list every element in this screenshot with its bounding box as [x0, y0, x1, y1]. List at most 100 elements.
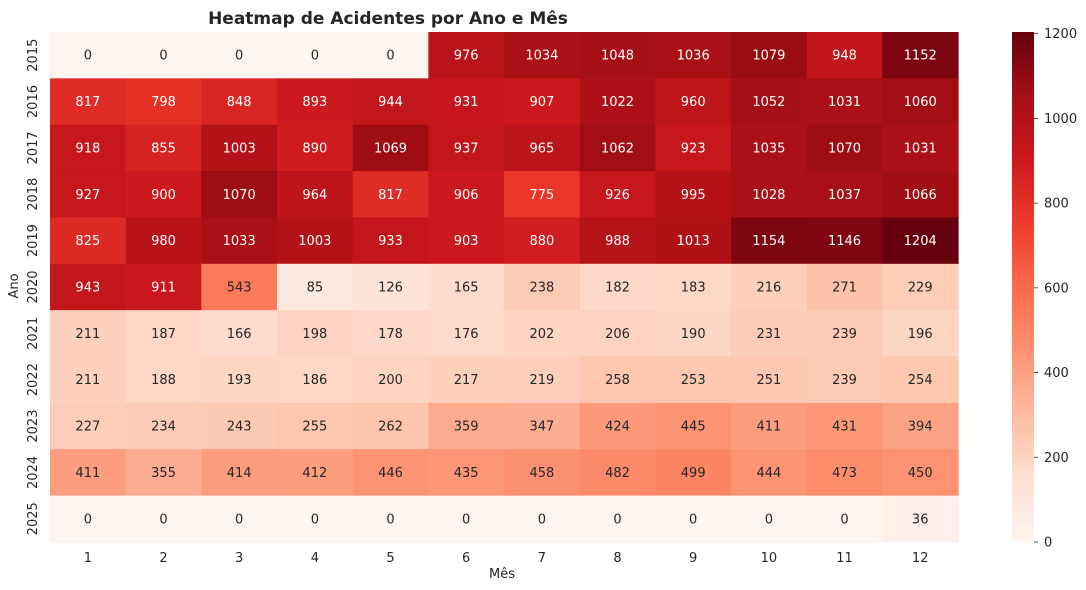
x-tick-label: 5	[386, 551, 394, 566]
heatmap-cell	[277, 495, 354, 543]
cell-value-label: 196	[908, 327, 933, 342]
heatmap-cell	[277, 356, 354, 404]
heatmap-cell	[50, 171, 127, 219]
cell-value-label: 36	[912, 512, 929, 527]
heatmap-cell	[352, 402, 429, 450]
heatmap-cell	[428, 217, 505, 265]
heatmap-cell	[806, 124, 883, 172]
y-tick-label: 2017	[26, 131, 41, 164]
heatmap-cell	[882, 217, 959, 265]
cell-value-label: 262	[378, 420, 403, 435]
cell-value-label: 825	[75, 234, 100, 249]
cell-value-label: 1060	[904, 95, 937, 110]
cell-value-label: 271	[832, 280, 857, 295]
y-tick-label: 2020	[26, 270, 41, 303]
cell-value-label: 414	[227, 466, 252, 481]
heatmap-cell	[428, 310, 505, 358]
y-axis-label: Ano	[7, 273, 22, 298]
heatmap-cell	[806, 263, 883, 311]
cell-value-label: 1028	[752, 188, 785, 203]
heatmap-cell	[806, 356, 883, 404]
cell-value-label: 190	[681, 327, 706, 342]
heatmap-cell	[50, 310, 127, 358]
heatmap-cell	[806, 32, 883, 79]
heatmap-cell	[428, 124, 505, 172]
cell-value-label: 254	[908, 373, 933, 388]
cell-value-label: 239	[832, 327, 857, 342]
cell-value-label: 0	[311, 512, 319, 527]
heatmap-cell	[504, 217, 581, 265]
x-tick-label: 2	[159, 551, 167, 566]
cell-value-label: 424	[605, 420, 630, 435]
heatmap-cell	[352, 171, 429, 219]
cell-value-label: 1052	[752, 95, 785, 110]
cell-value-label: 995	[681, 188, 706, 203]
cell-value-label: 182	[605, 280, 630, 295]
cell-value-label: 0	[386, 512, 394, 527]
cell-value-label: 848	[227, 95, 252, 110]
cell-value-label: 211	[75, 327, 100, 342]
heatmap-cell	[201, 356, 278, 404]
heatmap-cell	[806, 402, 883, 450]
heatmap-cell	[504, 402, 581, 450]
cell-value-label: 126	[378, 280, 403, 295]
heatmap-cell	[806, 217, 883, 265]
cell-value-label: 217	[454, 373, 479, 388]
cell-value-label: 412	[302, 466, 327, 481]
heatmap-cell	[277, 449, 354, 497]
cell-value-label: 0	[235, 512, 243, 527]
colorbar-tick-label: 0	[1044, 535, 1052, 550]
cell-value-label: 964	[302, 188, 327, 203]
cell-value-label: 1037	[828, 188, 861, 203]
colorbar-gradient	[1012, 32, 1034, 542]
heatmap-cell	[125, 124, 202, 172]
cell-value-label: 200	[378, 373, 403, 388]
cell-value-label: 85	[307, 280, 324, 295]
cell-value-label: 944	[378, 95, 403, 110]
colorbar-tick-label: 600	[1044, 281, 1069, 296]
cell-value-label: 445	[681, 420, 706, 435]
y-tick-label: 2023	[26, 410, 41, 443]
heatmap-cell	[428, 32, 505, 79]
cell-value-label: 817	[378, 188, 403, 203]
heatmap-cell	[277, 217, 354, 265]
heatmap-cell	[504, 310, 581, 358]
heatmap-cell	[731, 310, 808, 358]
cell-value-label: 206	[605, 327, 630, 342]
cell-value-label: 435	[454, 466, 479, 481]
cell-value-label: 0	[462, 512, 470, 527]
heatmap-cell	[352, 78, 429, 126]
heatmap-cell	[504, 32, 581, 79]
cell-value-label: 933	[378, 234, 403, 249]
cell-value-label: 239	[832, 373, 857, 388]
x-tick-label: 9	[689, 551, 697, 566]
colorbar-tick-label: 400	[1044, 366, 1069, 381]
heatmap-cell	[882, 402, 959, 450]
heatmap-cell	[579, 78, 656, 126]
heatmap-cell	[277, 124, 354, 172]
heatmap-cell	[731, 402, 808, 450]
y-tick-label: 2025	[26, 502, 41, 535]
cell-value-label: 1152	[904, 49, 937, 64]
heatmap-cell	[882, 78, 959, 126]
heatmap-cell	[579, 449, 656, 497]
chart-title: Heatmap de Acidentes por Ano e Mês	[208, 9, 568, 29]
heatmap-cell	[201, 449, 278, 497]
cell-value-label: 0	[159, 512, 167, 527]
x-axis-label: Mês	[489, 567, 515, 582]
cell-value-label: 0	[538, 512, 546, 527]
heatmap-cell	[731, 449, 808, 497]
cell-value-label: 0	[765, 512, 773, 527]
heatmap-cell	[428, 495, 505, 543]
heatmap-cell	[50, 495, 127, 543]
heatmap-cell	[882, 263, 959, 311]
cell-value-label: 1066	[904, 188, 937, 203]
cell-value-label: 1146	[828, 234, 861, 249]
heatmap-cell	[277, 32, 354, 79]
heatmap-cell	[882, 356, 959, 404]
heatmap-cell	[125, 217, 202, 265]
cell-value-label: 1154	[752, 234, 785, 249]
y-tick-label: 2018	[26, 178, 41, 211]
cell-value-label: 923	[681, 141, 706, 156]
colorbar: 0 200 400 600 800 1000 1200	[1012, 27, 1077, 550]
